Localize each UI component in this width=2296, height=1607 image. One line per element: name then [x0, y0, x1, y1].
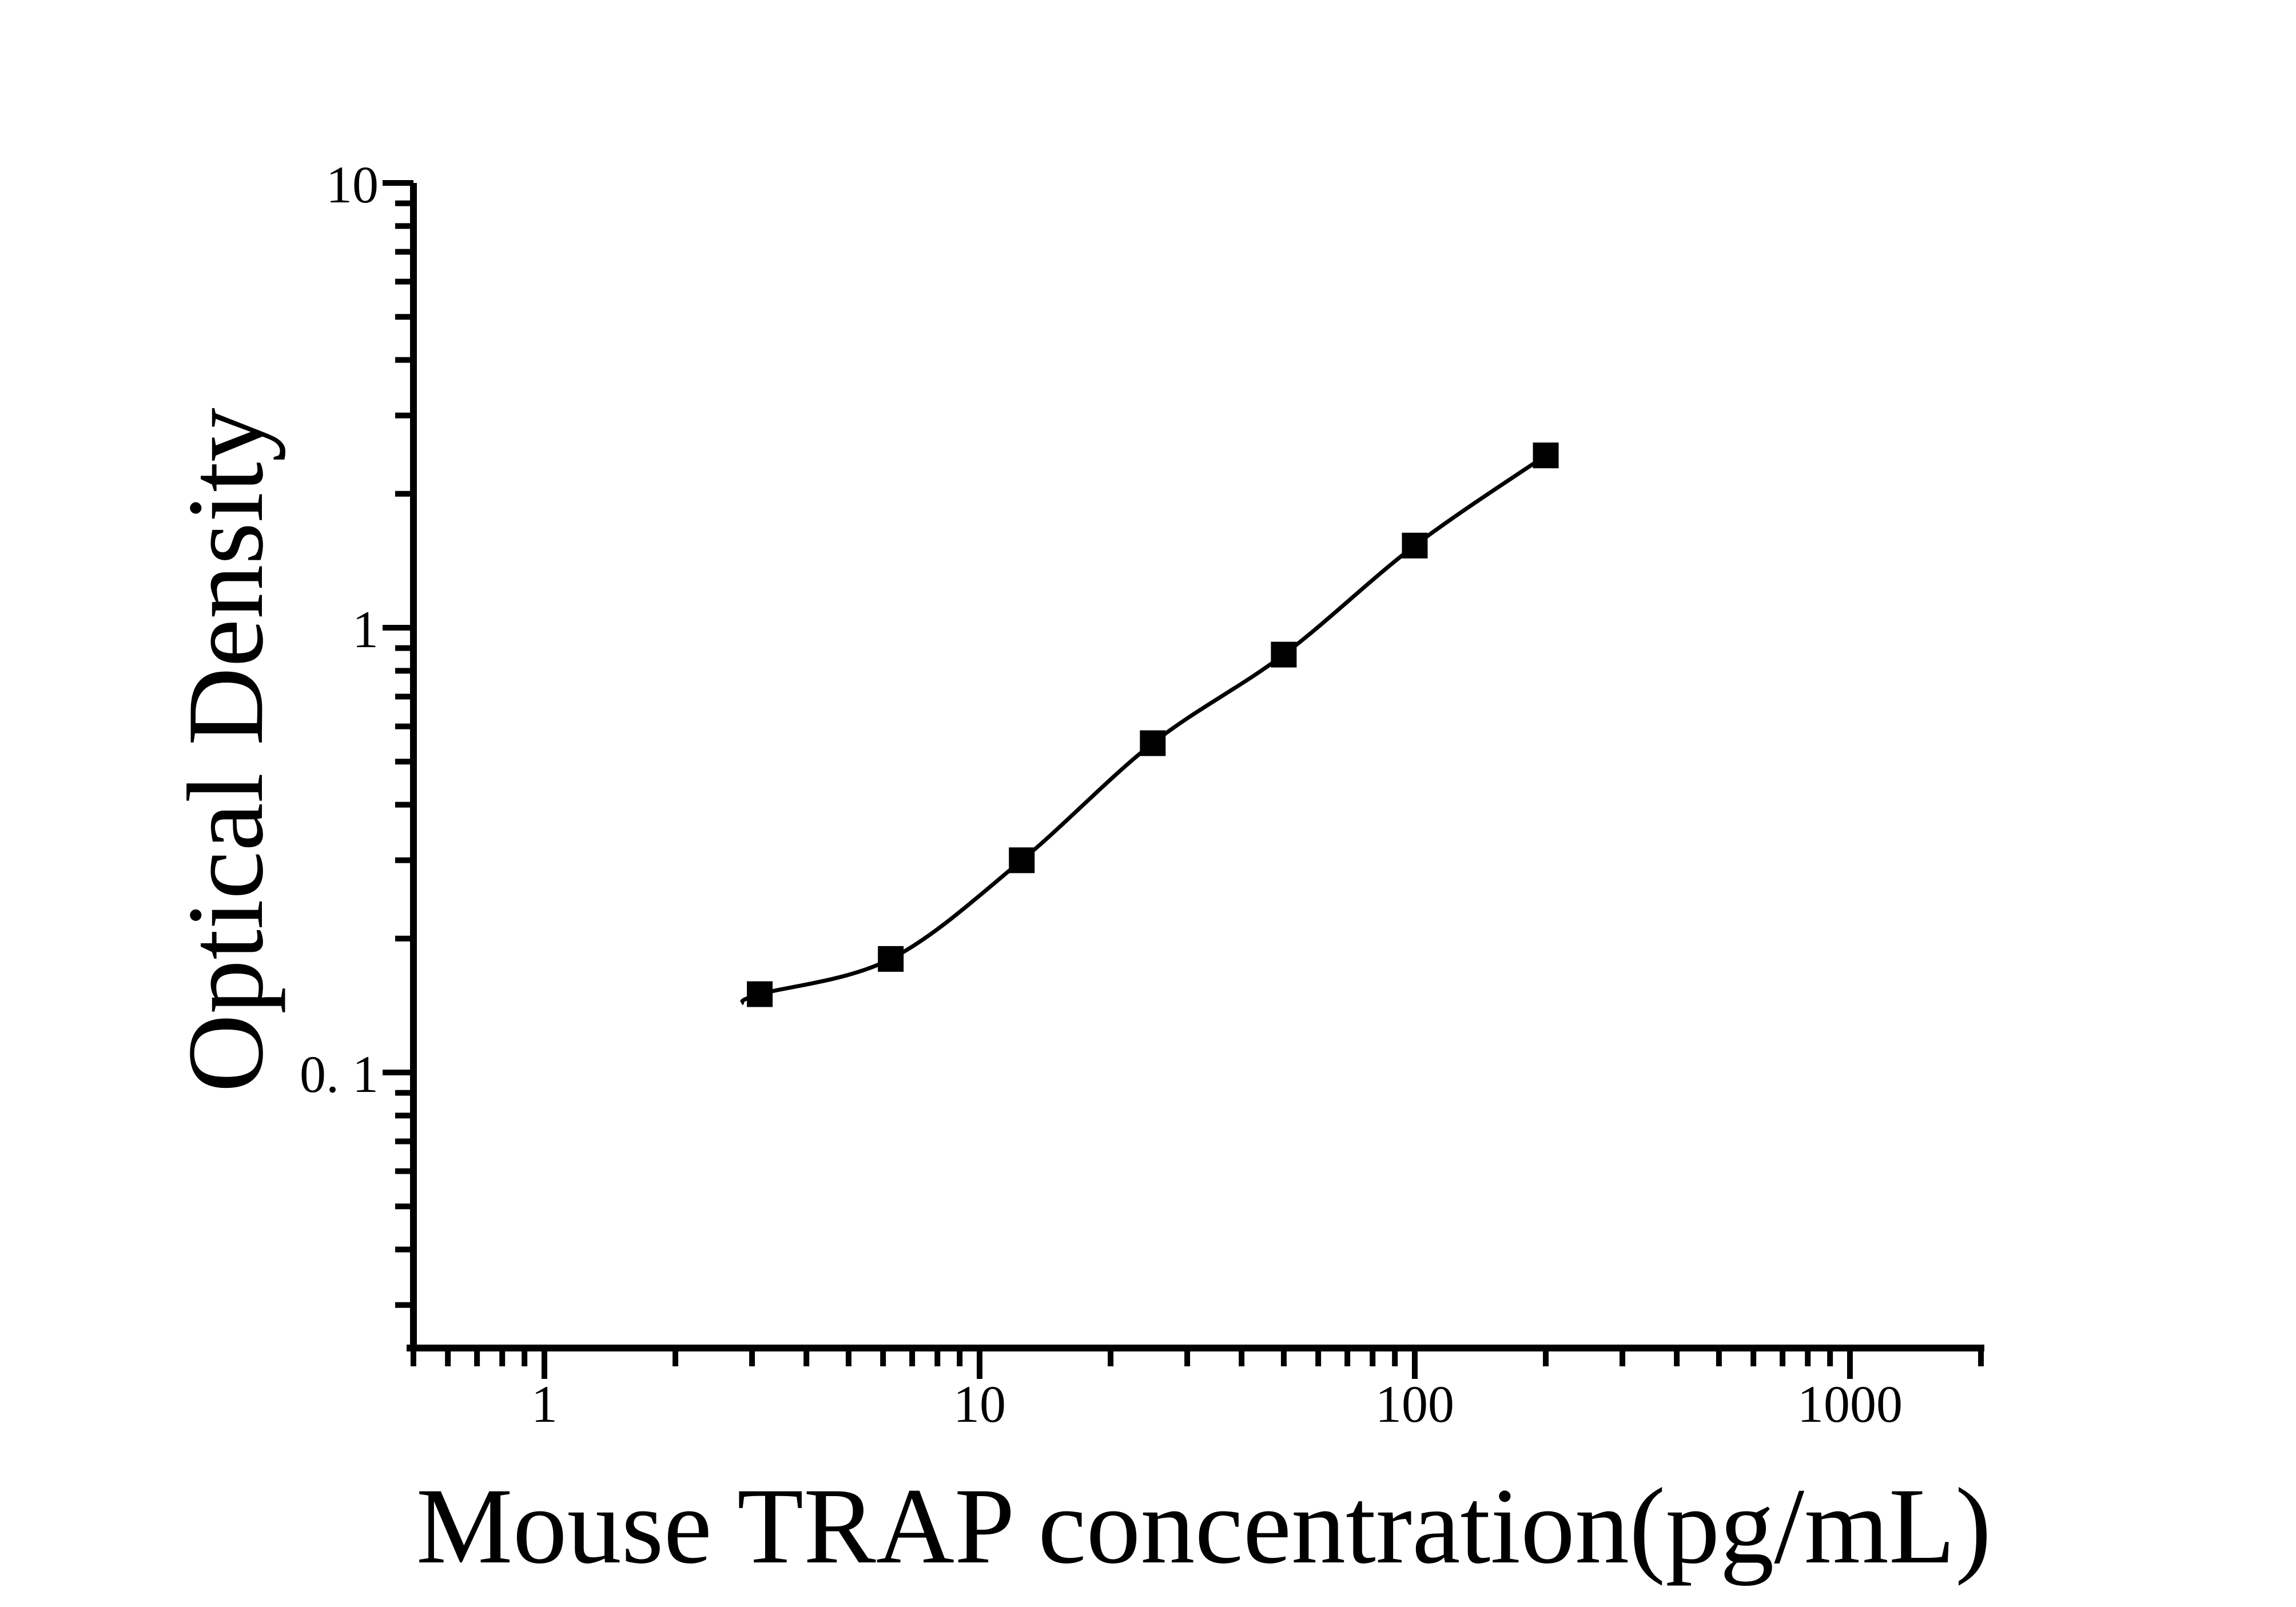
- x-tick-label: 1000: [1797, 1375, 1903, 1433]
- x-axis-title: Mouse TRAP concentration(pg/mL): [416, 1466, 1992, 1586]
- data-point-marker: [1009, 847, 1035, 874]
- y-tick-label: 0. 1: [300, 1045, 379, 1103]
- data-point-marker: [747, 981, 773, 1007]
- data-point-marker: [1533, 442, 1559, 469]
- x-tick-label: 10: [953, 1375, 1006, 1433]
- data-point-markers: [747, 442, 1559, 1007]
- data-point-marker: [1140, 730, 1166, 756]
- x-tick-label: 1: [531, 1375, 558, 1433]
- data-point-marker: [1271, 641, 1297, 668]
- y-tick-label: 10: [326, 155, 379, 214]
- y-tick-label: 1: [352, 600, 379, 659]
- y-axis-title: Optical Density: [166, 408, 286, 1092]
- axis-ticks: [383, 180, 1984, 1379]
- data-point-marker: [1402, 532, 1428, 559]
- x-tick-label: 100: [1375, 1375, 1454, 1433]
- data-point-marker: [878, 946, 904, 972]
- axis-tick-labels: 1 10 100 1000 0. 1 1 10: [300, 155, 1903, 1433]
